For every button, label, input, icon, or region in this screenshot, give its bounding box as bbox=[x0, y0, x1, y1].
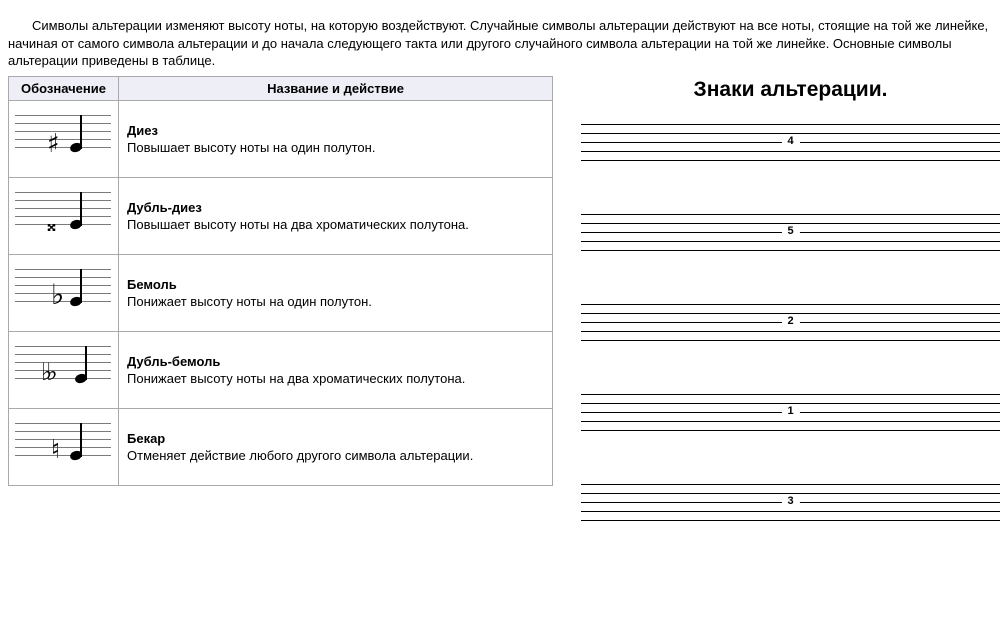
description-cell: Бекар Отменяет действие любого другого си… bbox=[119, 408, 553, 485]
note-stem-icon bbox=[85, 346, 87, 380]
flat-icon: ♭ bbox=[51, 281, 64, 309]
right-column: Знаки альтерации. 4 5 2 1 3 bbox=[581, 76, 1000, 574]
row-desc: Повышает высоту ноты на один полутон. bbox=[127, 140, 544, 155]
mini-staff: ♯ bbox=[15, 107, 111, 171]
col-header-name: Название и действие bbox=[119, 76, 553, 100]
staff-line bbox=[581, 124, 1000, 126]
staff: 5 bbox=[581, 214, 1000, 260]
staff-line bbox=[581, 511, 1000, 513]
row-desc: Понижает высоту ноты на два хроматически… bbox=[127, 371, 544, 386]
staff-dash-right bbox=[809, 412, 839, 414]
staff-dash-left bbox=[743, 322, 773, 324]
table-row: ♯ Диез Повышает высоту ноты на один полуто… bbox=[9, 100, 553, 177]
double-sharp-icon: 𝄪 bbox=[47, 214, 56, 234]
staff-number-label: 5 bbox=[781, 225, 799, 237]
row-title: Диез bbox=[127, 123, 544, 138]
description-cell: Бемоль Понижает высоту ноты на один полут… bbox=[119, 254, 553, 331]
staff: 1 bbox=[581, 394, 1000, 440]
symbol-cell: ♭ bbox=[9, 254, 119, 331]
staff-line bbox=[581, 160, 1000, 162]
staff-line bbox=[581, 214, 1000, 216]
note-stem-icon bbox=[80, 115, 82, 149]
row-title: Бекар bbox=[127, 431, 544, 446]
staff-dash-right bbox=[809, 142, 839, 144]
row-title: Бемоль bbox=[127, 277, 544, 292]
staff-line bbox=[581, 241, 1000, 243]
description-cell: Диез Повышает высоту ноты на один полутон… bbox=[119, 100, 553, 177]
staff-block: 3 bbox=[581, 484, 1000, 530]
sharp-icon: ♯ bbox=[47, 131, 60, 157]
staff-block: 1 bbox=[581, 394, 1000, 440]
staff-number-label: 2 bbox=[781, 315, 799, 327]
staff: 3 bbox=[581, 484, 1000, 530]
staff-line bbox=[581, 421, 1000, 423]
staff-number-label: 4 bbox=[781, 135, 799, 147]
staff-number-label: 3 bbox=[781, 495, 799, 507]
staff-line bbox=[581, 304, 1000, 306]
double-flat-icon: ♭♭ bbox=[41, 360, 52, 384]
staff: 4 bbox=[581, 124, 1000, 170]
columns: Обозначение Название и действие ♯ Диез Пов… bbox=[8, 76, 1000, 574]
natural-icon: ♮ bbox=[51, 437, 60, 463]
col-header-symbol: Обозначение bbox=[9, 76, 119, 100]
symbol-cell: ♯ bbox=[9, 100, 119, 177]
staff-number-label: 1 bbox=[781, 405, 799, 417]
staff-dash-left bbox=[743, 232, 773, 234]
table-row: ♭ Бемоль Понижает высоту ноты на один полу… bbox=[9, 254, 553, 331]
intro-paragraph: Символы альтерации изменяют высоту ноты,… bbox=[8, 17, 1000, 70]
description-cell: Дубль-бемоль Понижает высоту ноты на два … bbox=[119, 331, 553, 408]
left-column: Обозначение Название и действие ♯ Диез Пов… bbox=[8, 76, 553, 486]
staff-line bbox=[581, 484, 1000, 486]
row-title: Дубль-диез bbox=[127, 200, 544, 215]
symbol-cell: ♮ bbox=[9, 408, 119, 485]
mini-staff: ♮ bbox=[15, 415, 111, 479]
staff-line bbox=[581, 520, 1000, 522]
staff-line bbox=[581, 151, 1000, 153]
symbol-cell: 𝄪 bbox=[9, 177, 119, 254]
page-root: Символы альтерации изменяют высоту ноты,… bbox=[0, 0, 1008, 582]
staff-line bbox=[581, 430, 1000, 432]
row-desc: Повышает высоту ноты на два хроматически… bbox=[127, 217, 544, 232]
mini-staff: ♭ bbox=[15, 261, 111, 325]
staff-line bbox=[581, 331, 1000, 333]
table-header-row: Обозначение Название и действие bbox=[9, 76, 553, 100]
note-stem-icon bbox=[80, 269, 82, 303]
note-stem-icon bbox=[80, 423, 82, 457]
row-title: Дубль-бемоль bbox=[127, 354, 544, 369]
staff-line bbox=[581, 394, 1000, 396]
table-row: ♮ Бекар Отменяет действие любого другого с… bbox=[9, 408, 553, 485]
staff-dash-left bbox=[743, 412, 773, 414]
row-desc: Отменяет действие любого другого символа… bbox=[127, 448, 544, 463]
staff-dash-right bbox=[809, 322, 839, 324]
staff-block: 4 bbox=[581, 124, 1000, 170]
staff-block: 5 bbox=[581, 214, 1000, 260]
staff-dash-right bbox=[809, 502, 839, 504]
staff-line bbox=[581, 340, 1000, 342]
mini-staff: 𝄪 bbox=[15, 184, 111, 248]
row-desc: Понижает высоту ноты на один полутон. bbox=[127, 294, 544, 309]
staff-dash-left bbox=[743, 502, 773, 504]
diagram-title: Знаки альтерации. bbox=[581, 78, 1000, 102]
mini-staff: ♭♭ bbox=[15, 338, 111, 402]
description-cell: Дубль-диез Повышает высоту ноты на два хр… bbox=[119, 177, 553, 254]
accidentals-table: Обозначение Название и действие ♯ Диез Пов… bbox=[8, 76, 553, 486]
staves-host: 4 5 2 1 3 bbox=[581, 124, 1000, 530]
note-stem-icon bbox=[80, 192, 82, 226]
staff-dash-left bbox=[743, 142, 773, 144]
table-row: 𝄪 Дубль-диез Повышает высоту ноты на два х… bbox=[9, 177, 553, 254]
staff: 2 bbox=[581, 304, 1000, 350]
table-row: ♭♭ Дубль-бемоль Понижает высоту ноты на дв… bbox=[9, 331, 553, 408]
staff-dash-right bbox=[809, 232, 839, 234]
staff-block: 2 bbox=[581, 304, 1000, 350]
symbol-cell: ♭♭ bbox=[9, 331, 119, 408]
staff-line bbox=[581, 250, 1000, 252]
